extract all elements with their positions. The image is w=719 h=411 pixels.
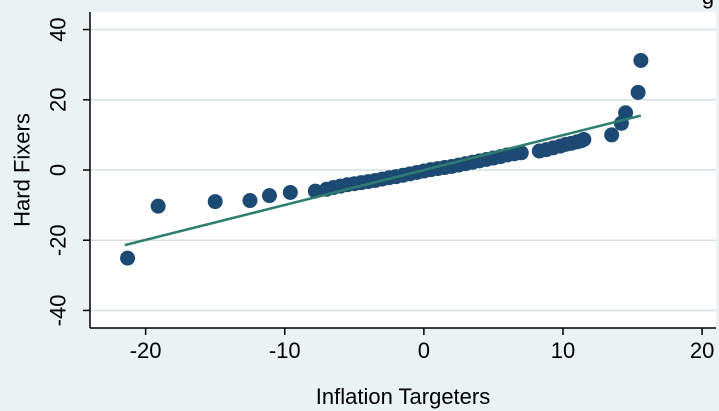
data-point: [576, 131, 592, 147]
x-tick-label: 0: [418, 338, 430, 363]
data-point: [261, 188, 277, 204]
fit-line: [124, 114, 642, 247]
x-axis-title: Inflation Targeters: [316, 384, 490, 409]
x-tick-label: -20: [130, 338, 162, 363]
y-tick-label: 20: [46, 88, 71, 112]
data-point: [618, 105, 634, 121]
data-point: [150, 198, 166, 214]
x-tick-label: 20: [690, 338, 714, 363]
data-point: [307, 183, 323, 199]
y-axis-title: Hard Fixers: [10, 113, 35, 227]
x-tick-label: 10: [551, 338, 575, 363]
data-point: [120, 250, 136, 266]
data-point: [282, 184, 298, 200]
y-tick-label: -40: [46, 295, 71, 327]
data-point: [633, 52, 649, 68]
y-tick-label: 40: [46, 17, 71, 41]
data-point: [242, 193, 258, 209]
data-point: [630, 84, 646, 100]
y-tick-label: 0: [46, 164, 71, 176]
data-point: [604, 127, 620, 143]
y-ticks: -40 -20 0 20 40: [46, 17, 90, 327]
x-ticks: -20 -10 0 10 20: [130, 328, 714, 363]
data-point: [513, 145, 529, 161]
y-tick-label: -20: [46, 224, 71, 256]
data-point: [207, 194, 223, 210]
chart-title-fragment: g: [702, 0, 714, 9]
x-tick-label: -10: [269, 338, 301, 363]
